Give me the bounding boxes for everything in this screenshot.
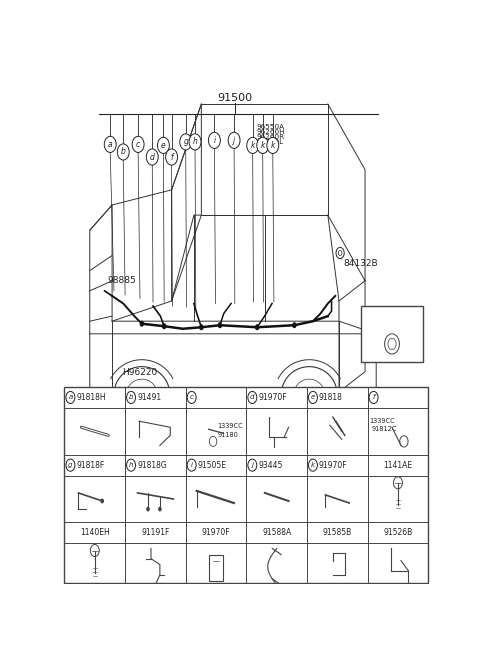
Text: 91191F: 91191F <box>141 528 169 537</box>
Text: 91588A: 91588A <box>262 528 291 537</box>
Circle shape <box>146 149 158 165</box>
Circle shape <box>117 144 129 160</box>
Text: c: c <box>190 394 193 400</box>
Circle shape <box>248 459 257 471</box>
Text: h: h <box>192 137 197 146</box>
Circle shape <box>247 137 259 154</box>
Text: 91970F: 91970F <box>319 461 348 470</box>
Text: 91505E: 91505E <box>198 461 227 470</box>
Text: 1339CC: 1339CC <box>369 418 395 424</box>
Text: 91585B: 91585B <box>323 528 352 537</box>
Text: a: a <box>68 394 72 400</box>
Circle shape <box>228 133 240 148</box>
Circle shape <box>189 134 201 150</box>
Circle shape <box>146 506 150 512</box>
Text: i: i <box>191 462 192 468</box>
Circle shape <box>132 136 144 152</box>
Text: 91818F: 91818F <box>76 461 105 470</box>
Text: j: j <box>252 462 253 468</box>
Text: 91491: 91491 <box>137 393 161 402</box>
Text: 96260L: 96260L <box>256 139 284 145</box>
Text: 1339CC: 1339CC <box>217 422 243 429</box>
Bar <box>209 554 224 581</box>
Circle shape <box>309 459 317 471</box>
Circle shape <box>208 133 220 148</box>
Circle shape <box>187 392 196 403</box>
Bar <box>64 387 428 583</box>
Text: 1338AC: 1338AC <box>371 308 413 319</box>
Text: d: d <box>150 152 155 161</box>
Text: k: k <box>251 141 255 150</box>
Text: a: a <box>108 140 112 149</box>
Text: k: k <box>271 141 275 150</box>
Circle shape <box>248 392 257 403</box>
Text: 93445: 93445 <box>258 461 283 470</box>
Text: h: h <box>129 462 133 468</box>
Text: e: e <box>161 141 166 150</box>
Text: 91970F: 91970F <box>202 528 230 537</box>
Circle shape <box>140 321 144 327</box>
Circle shape <box>104 136 116 152</box>
Circle shape <box>158 506 162 512</box>
Text: k: k <box>261 141 265 150</box>
Text: j: j <box>233 136 235 145</box>
Text: 1141AE: 1141AE <box>384 461 412 470</box>
Text: b: b <box>121 148 126 157</box>
Text: f: f <box>170 152 173 161</box>
Text: 84132B: 84132B <box>344 258 378 268</box>
Text: 91500: 91500 <box>217 93 252 103</box>
Circle shape <box>157 137 169 154</box>
Text: 91818G: 91818G <box>137 461 167 470</box>
Text: 96550A: 96550A <box>256 124 285 130</box>
Circle shape <box>66 459 75 471</box>
Circle shape <box>127 459 135 471</box>
Text: 91818H: 91818H <box>76 393 106 402</box>
Text: 96260R: 96260R <box>256 134 285 140</box>
Text: e: e <box>311 394 315 400</box>
Circle shape <box>267 137 279 154</box>
Text: f: f <box>372 394 375 400</box>
Circle shape <box>180 134 192 150</box>
Text: 91812C: 91812C <box>372 426 397 432</box>
Text: 91818: 91818 <box>319 393 343 402</box>
Text: 96260H: 96260H <box>256 129 285 134</box>
Circle shape <box>369 392 378 403</box>
Text: H96220: H96220 <box>122 368 157 377</box>
Circle shape <box>100 499 104 503</box>
Circle shape <box>166 149 178 165</box>
Circle shape <box>255 324 259 330</box>
Text: g: g <box>68 462 72 468</box>
Text: b: b <box>129 394 133 400</box>
Circle shape <box>162 323 167 329</box>
Text: d: d <box>250 394 254 400</box>
Circle shape <box>257 137 269 154</box>
Circle shape <box>187 459 196 471</box>
Text: 91970F: 91970F <box>258 393 287 402</box>
Text: 91526B: 91526B <box>384 528 413 537</box>
Circle shape <box>309 392 317 403</box>
Text: c: c <box>136 140 140 149</box>
Circle shape <box>199 324 204 330</box>
Text: 91180: 91180 <box>217 432 238 438</box>
Circle shape <box>127 392 135 403</box>
Bar <box>361 306 423 361</box>
Circle shape <box>218 322 222 328</box>
Circle shape <box>66 392 75 403</box>
Text: k: k <box>311 462 315 468</box>
Circle shape <box>292 322 297 328</box>
Text: g: g <box>183 137 188 146</box>
Text: 98885: 98885 <box>107 276 136 285</box>
Text: 1140EH: 1140EH <box>80 528 109 537</box>
Text: i: i <box>213 136 216 145</box>
